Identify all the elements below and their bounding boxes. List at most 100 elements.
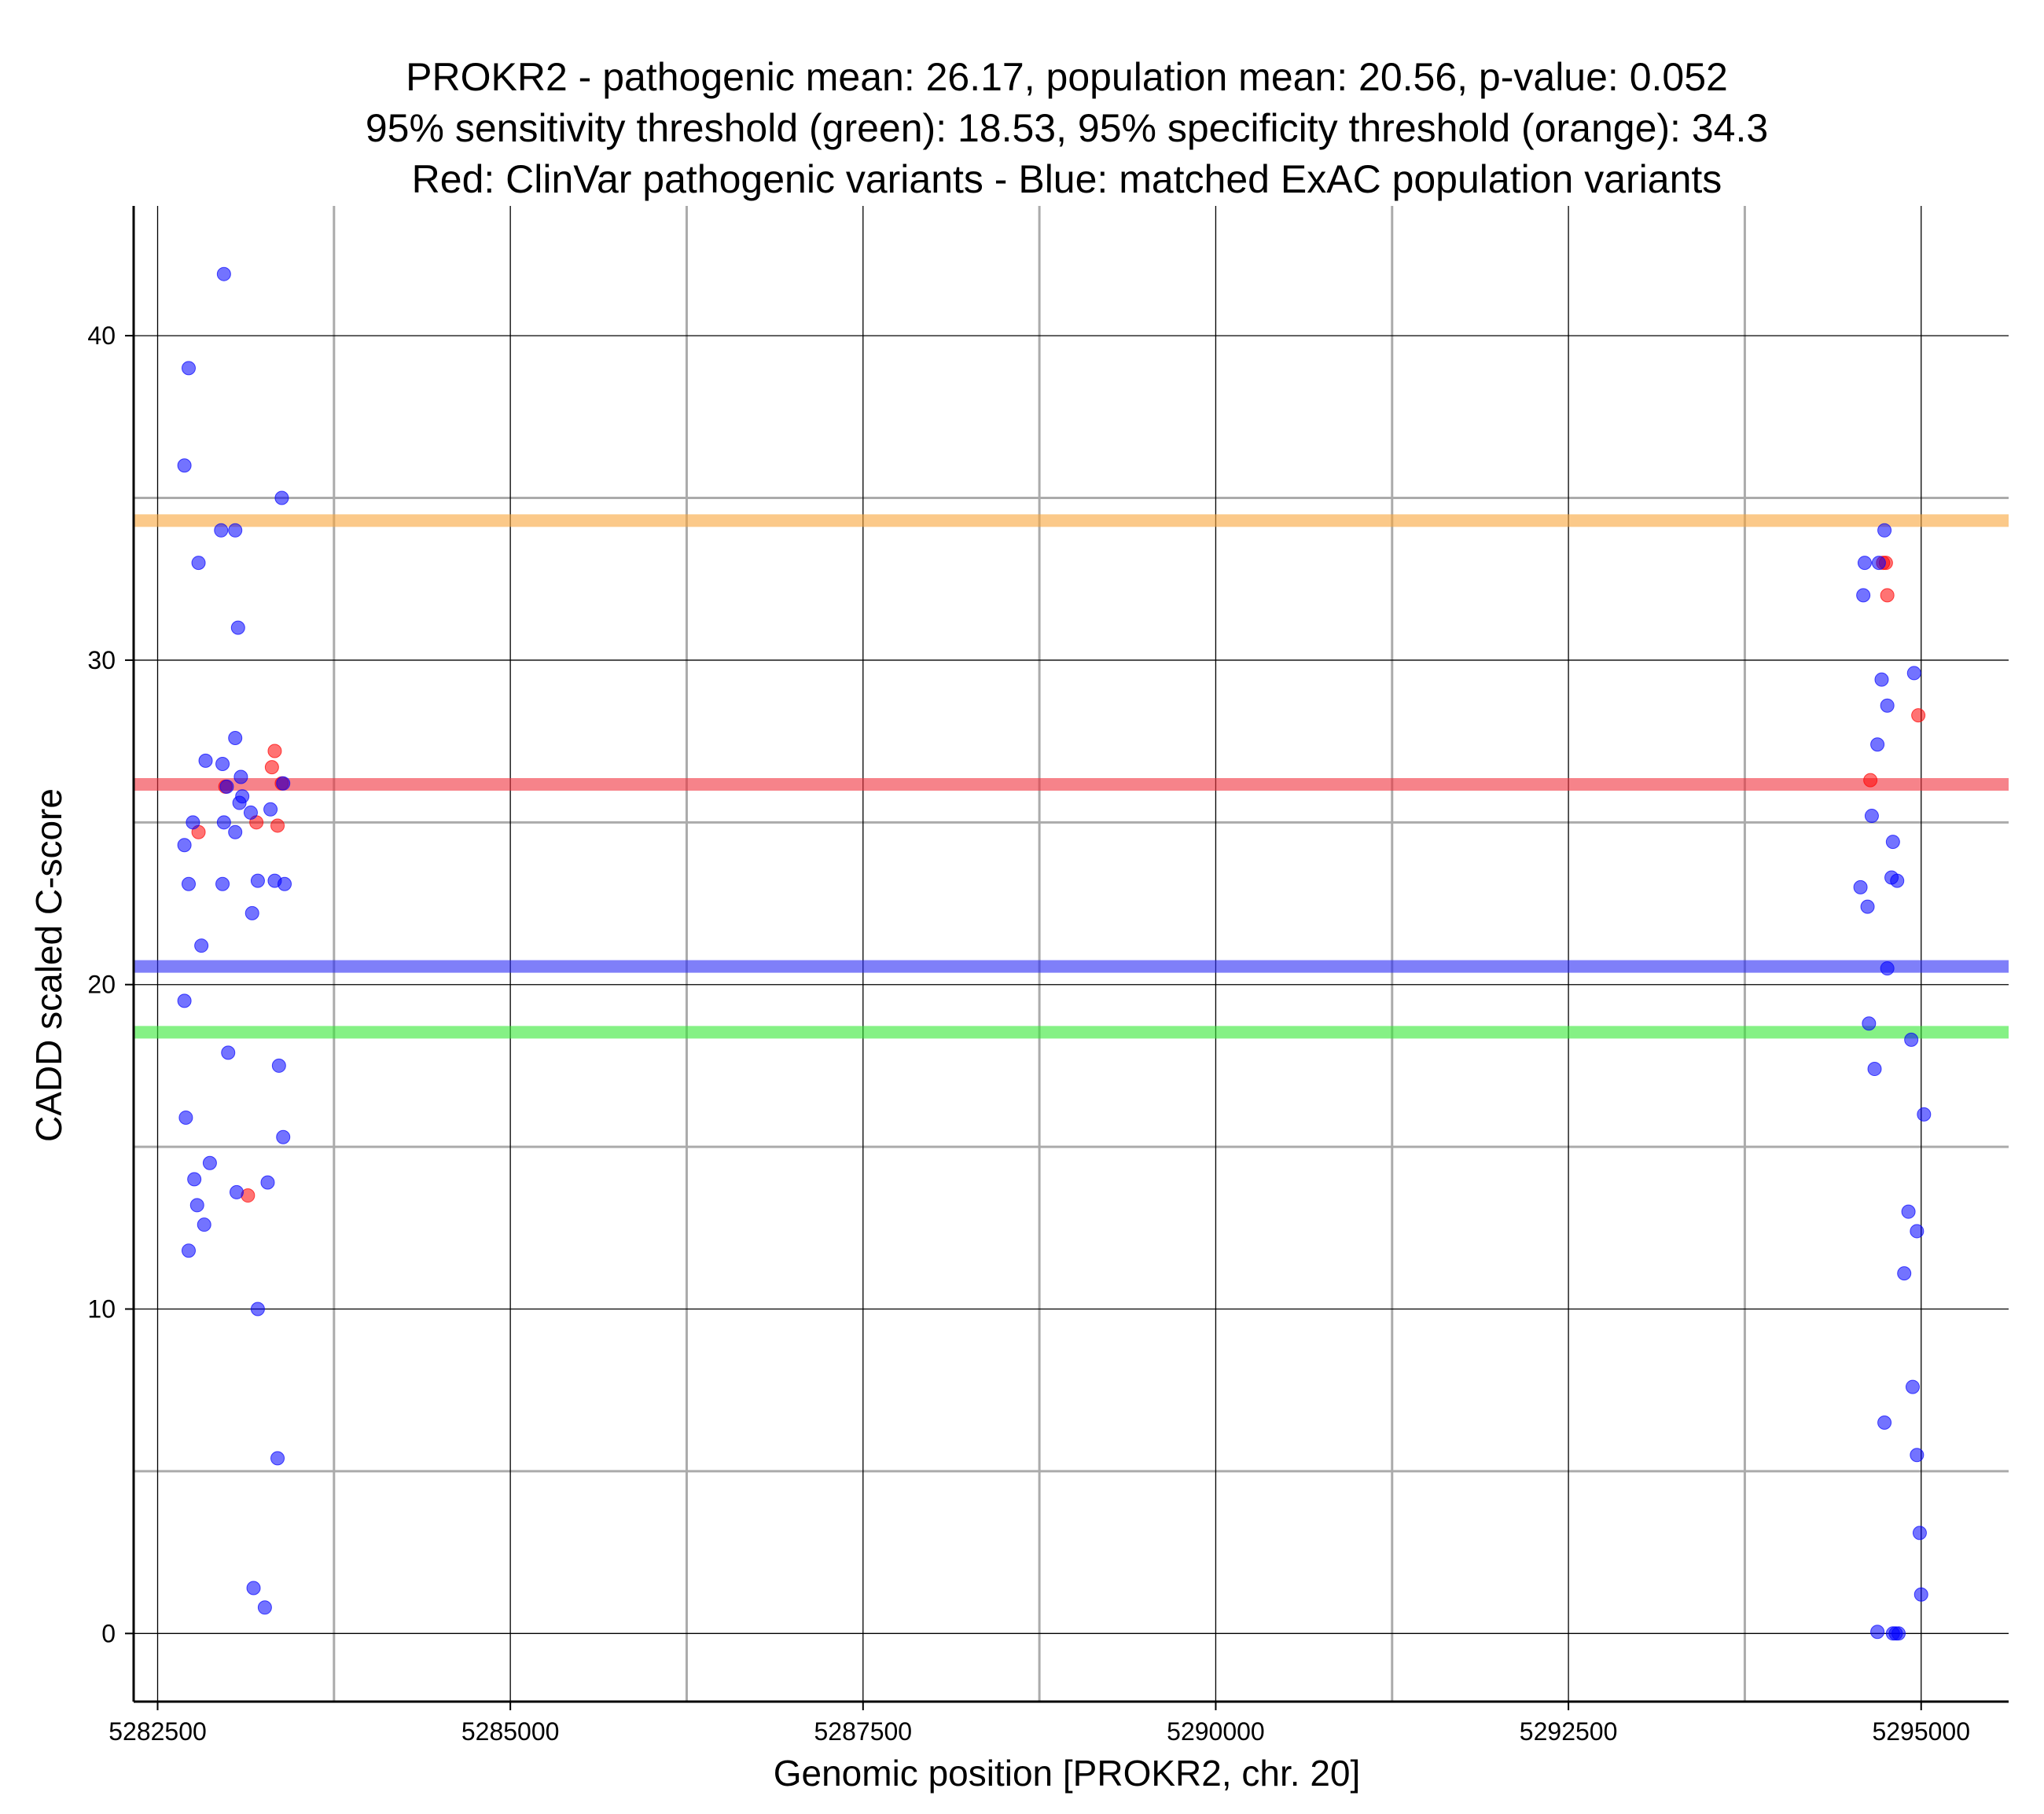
population-point-3 [274,490,289,505]
y-tick-label-1: 10 [87,1295,116,1324]
population-point-54 [1885,835,1900,850]
minor-gridlines [134,206,2009,1702]
title-line-2: 95% sensitivity threshold (green): 18.53… [366,106,1768,150]
pathogenic-point-11 [1911,708,1926,723]
population-point-20 [177,838,192,853]
population-point-10 [215,757,230,772]
population-point-37 [189,1198,204,1213]
population-point-63 [1917,1107,1932,1122]
population-point-23 [250,873,265,888]
population-point-52 [1870,737,1885,752]
population-point-72 [1870,1625,1885,1640]
pathogenic-point-5 [270,818,285,833]
population-point-48 [1856,588,1871,603]
pathogenic-point-3 [267,744,282,758]
x-tick-label-1: 5285000 [461,1717,560,1746]
population-point-15 [263,802,278,817]
population-point-12 [219,779,234,794]
population-point-53 [1864,809,1879,824]
population-point-35 [260,1175,275,1190]
population-point-38 [197,1217,211,1232]
population-point-41 [270,1451,285,1466]
population-point-18 [216,815,231,830]
pathogenic-point-10 [1880,588,1895,603]
x-axis-ticks: 5282500 5285000 5287500 5290000 5292500 52950… [108,1702,1970,1746]
population-point-25 [278,876,292,891]
pathogenic-point-12 [1863,773,1878,788]
population-point-8 [228,730,243,745]
population-point-2 [177,458,192,473]
population-point-28 [177,993,192,1008]
population-point-61 [1904,1032,1919,1047]
population-point-68 [1877,1415,1892,1430]
population-point-36 [230,1184,244,1199]
population-point-4 [214,523,229,538]
population-point-29 [221,1045,236,1060]
population-point-1 [181,361,196,376]
population-point-65 [1910,1224,1925,1239]
population-point-5 [228,523,243,538]
y-tick-label-0: 0 [101,1619,116,1647]
population-point-59 [1880,961,1895,976]
population-point-67 [1905,1379,1920,1394]
population-point-60 [1862,1016,1877,1031]
y-tick-label-4: 40 [87,321,116,350]
y-tick-label-2: 20 [87,971,116,999]
population-point-39 [181,1243,196,1258]
population-point-75 [1888,1626,1903,1641]
population-point-47 [1871,556,1886,571]
x-tick-label-2: 5287500 [814,1717,913,1746]
population-point-40 [250,1302,265,1316]
y-axis-ticks: 0 10 20 30 40 [87,321,134,1647]
population-point-11 [233,769,248,784]
population-point-56 [1890,873,1905,888]
population-point-50 [1874,672,1889,687]
title-line-1: PROKR2 - pathogenic mean: 26.17, populat… [406,55,1728,99]
x-tick-label-5: 5295000 [1872,1717,1970,1746]
population-point-16 [243,805,258,820]
population-point-51 [1880,698,1895,713]
population-point-19 [228,824,243,839]
axes [132,206,2009,1703]
population-point-26 [244,905,259,920]
chart-title: PROKR2 - pathogenic mean: 26.17, populat… [366,55,1768,201]
population-point-33 [202,1155,217,1170]
title-line-3: Red: ClinVar pathogenic variants - Blue:… [412,157,1722,201]
y-axis-label: CADD scaled C-score [28,788,69,1142]
population-point-70 [1912,1526,1927,1540]
pathogenic-point-4 [264,760,279,775]
x-axis-label: Genomic position [PROKR2, chr. 20] [774,1753,1361,1794]
x-tick-label-3: 5290000 [1167,1717,1265,1746]
population-point-49 [1906,666,1921,681]
population-point-64 [1901,1204,1916,1219]
population-point-9 [198,753,213,768]
population-point-46 [1857,556,1872,571]
population-point-22 [215,876,230,891]
population-point-34 [187,1172,202,1187]
population-point-66 [1897,1266,1912,1281]
population-point-17 [186,815,200,830]
population-point-6 [191,556,206,571]
population-point-44 [276,776,291,791]
population-point-62 [1867,1062,1882,1077]
population-point-32 [178,1110,193,1125]
major-gridlines [134,206,2009,1702]
population-point-58 [1860,899,1875,914]
population-point-21 [181,876,196,891]
population-point-0 [216,266,231,281]
population-point-27 [194,938,209,953]
population-point-57 [1853,879,1868,894]
population-point-14 [232,795,247,810]
population-point-69 [1910,1448,1925,1463]
population-point-43 [257,1600,272,1615]
y-tick-label-3: 30 [87,646,116,674]
population-point-71 [1913,1587,1928,1602]
reference-lines [134,514,2009,1039]
x-tick-label-0: 5282500 [108,1717,207,1746]
population-point-30 [271,1058,286,1073]
population-point-31 [276,1129,291,1144]
population-point-42 [246,1581,261,1596]
population-point-7 [230,620,245,635]
x-tick-label-4: 5292500 [1520,1717,1618,1746]
